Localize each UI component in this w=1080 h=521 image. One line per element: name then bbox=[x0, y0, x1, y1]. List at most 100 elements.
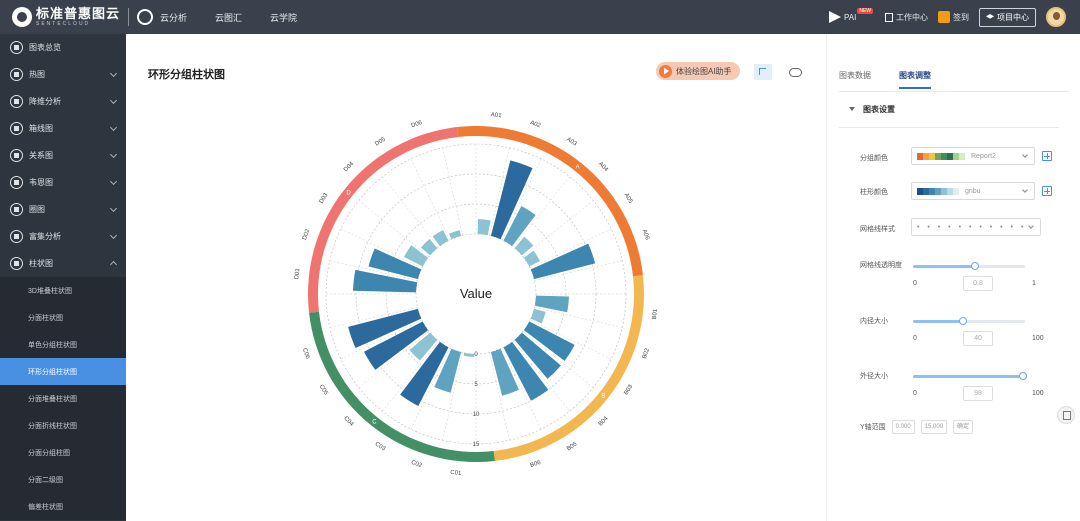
sidebar-item-6[interactable]: 圈图 bbox=[0, 196, 126, 223]
venn-icon bbox=[10, 176, 23, 189]
group-color-swatch-7 bbox=[959, 152, 965, 160]
sidebar-item-7[interactable]: 富集分析 bbox=[0, 223, 126, 250]
angular-gridline bbox=[513, 176, 570, 248]
slider-handle[interactable] bbox=[1018, 372, 1027, 380]
bar-A02 bbox=[490, 160, 533, 240]
bar-B03 bbox=[523, 321, 575, 361]
bar-color-select[interactable]: gnbu bbox=[911, 182, 1035, 200]
bar-B02 bbox=[530, 308, 546, 324]
group-color-swatch-1 bbox=[923, 152, 929, 160]
sidebar-subitem-8[interactable]: 偏差柱状图 bbox=[0, 493, 126, 520]
angular-gridline bbox=[529, 319, 612, 360]
sidebar-item-label: 关系图 bbox=[29, 151, 53, 160]
outer-radius-slider[interactable] bbox=[913, 372, 1027, 380]
slider-handle[interactable] bbox=[959, 317, 968, 325]
y-min-input[interactable]: 0.000 bbox=[891, 420, 915, 434]
heatmap-icon bbox=[10, 68, 23, 81]
angular-gridline bbox=[340, 228, 423, 269]
sidebar: 图表总览 热图降维分析箱线图关系图韦恩图圈图富集分析柱状图 3D堆叠柱状图 分面柱状… bbox=[0, 34, 126, 521]
angular-gridline bbox=[501, 158, 542, 241]
bar-B06 bbox=[490, 348, 519, 396]
sidebar-item-1[interactable]: 热图 bbox=[0, 61, 126, 88]
chevron-down-icon bbox=[109, 231, 118, 240]
chevron-down-icon bbox=[109, 177, 118, 186]
inner-radius-input[interactable]: 40 bbox=[963, 331, 993, 346]
tab-chart-adjust[interactable]: 图表调整 bbox=[899, 70, 931, 89]
chevron-down-icon bbox=[1022, 152, 1028, 158]
grid-alpha-input[interactable]: 0.8 bbox=[963, 276, 993, 291]
chevron-down-icon bbox=[109, 204, 118, 213]
sidebar-subitem-5[interactable]: 分面折线柱状图 bbox=[0, 412, 126, 439]
sidebar-subitem-2[interactable]: 单色分组柱状图 bbox=[0, 331, 126, 358]
category-label-C05: C05 bbox=[318, 384, 329, 397]
category-label-A03: A03 bbox=[565, 137, 578, 148]
nav-cloud-analysis[interactable]: 云分析 bbox=[160, 12, 188, 23]
chevron-down-icon bbox=[1022, 187, 1028, 193]
sign-label: 签到 bbox=[953, 12, 969, 22]
sidebar-item-2[interactable]: 降维分析 bbox=[0, 88, 126, 115]
sidebar-item-8[interactable]: 柱状图 bbox=[0, 250, 126, 277]
workbench-button[interactable]: 工作中心 bbox=[885, 12, 928, 23]
sidebar-subitem-4[interactable]: 分面堆叠柱状图 bbox=[0, 385, 126, 412]
cloud-download-icon[interactable] bbox=[788, 66, 802, 77]
sidebar-subitem-6[interactable]: 分面分组柱图 bbox=[0, 439, 126, 466]
tab-chart-data[interactable]: 图表数据 bbox=[839, 71, 871, 80]
bar-color-swatch-4 bbox=[941, 187, 947, 195]
inner-radius-slider[interactable] bbox=[913, 317, 1025, 325]
angular-gridline bbox=[382, 340, 439, 412]
pai-button[interactable]: PAI NEW bbox=[829, 8, 875, 23]
ai-assistant-label: 体验绘图AI助手 bbox=[676, 66, 732, 76]
sidebar-subitem-1[interactable]: 分面柱状图 bbox=[0, 304, 126, 331]
grid-style-select[interactable]: • • • • • • • • • • • bbox=[911, 218, 1041, 236]
sidebar-item-4[interactable]: 关系图 bbox=[0, 142, 126, 169]
logo-text: 标准普惠图云 bbox=[36, 6, 121, 21]
group-color-select[interactable]: Report2 bbox=[911, 147, 1035, 165]
nav-cloud-gallery[interactable]: 云图汇 bbox=[215, 12, 243, 23]
grid-alpha-slider[interactable] bbox=[913, 262, 1025, 270]
sidebar-item-label: 降维分析 bbox=[29, 97, 61, 106]
edit-icon[interactable] bbox=[1057, 406, 1075, 424]
category-label-C02: C02 bbox=[410, 460, 423, 470]
sign-in-button[interactable]: 签到 bbox=[938, 11, 969, 23]
y-range-confirm-button[interactable]: 确定 bbox=[953, 420, 974, 434]
user-avatar[interactable] bbox=[1046, 7, 1066, 27]
section-chart-settings[interactable]: 图表设置 bbox=[849, 104, 895, 115]
tabs-divider bbox=[839, 91, 1069, 92]
grid-style-value: • • • • • • • • • • • bbox=[917, 223, 1027, 231]
category-label-C03: C03 bbox=[374, 441, 387, 452]
project-center-button[interactable]: 项目中心 bbox=[979, 7, 1036, 27]
page-title: 环形分组柱状图 bbox=[148, 69, 225, 81]
sidebar-item-label: 韦恩图 bbox=[29, 178, 53, 187]
angular-gridline bbox=[522, 331, 594, 388]
nav-cloud-academy[interactable]: 云学院 bbox=[270, 12, 298, 23]
sidebar-subitem-0[interactable]: 3D堆叠柱状图 bbox=[0, 277, 126, 304]
grid-alpha-max: 1 bbox=[1032, 280, 1036, 287]
sidebar-item-3[interactable]: 箱线图 bbox=[0, 115, 126, 142]
group-ring-A bbox=[457, 126, 643, 277]
slider-fill bbox=[913, 320, 964, 323]
outer-radius-input[interactable]: 98 bbox=[963, 386, 993, 401]
group-color-swatch-4 bbox=[941, 152, 947, 160]
sidebar-item-0[interactable]: 图表总览 bbox=[0, 34, 126, 61]
workbench-label: 工作中心 bbox=[896, 12, 928, 22]
grid-style-label: 网格线样式 bbox=[860, 226, 895, 233]
add-bar-color-icon[interactable] bbox=[1042, 186, 1052, 196]
partner-logo-icon bbox=[137, 9, 154, 25]
sidebar-subitem-3[interactable]: 环形分组柱状图 bbox=[0, 358, 126, 385]
group-color-value: Report2 bbox=[971, 152, 996, 160]
category-label-B05: B05 bbox=[566, 441, 579, 452]
ai-assistant-button[interactable]: 体验绘图AI助手 bbox=[656, 62, 740, 80]
bar-A06 bbox=[530, 243, 596, 280]
y-max-input[interactable]: 15.000 bbox=[920, 420, 948, 434]
category-label-A02: A02 bbox=[529, 120, 542, 129]
slider-handle[interactable] bbox=[970, 262, 979, 270]
logo[interactable]: 标准普惠图云 SENTECLOUD bbox=[12, 6, 154, 27]
sidebar-subitem-7[interactable]: 分面二级图 bbox=[0, 466, 126, 493]
angular-gridline bbox=[410, 347, 451, 430]
sidebar-item-label: 富集分析 bbox=[29, 232, 61, 241]
add-group-color-icon[interactable] bbox=[1042, 151, 1052, 161]
bar-D01 bbox=[353, 269, 418, 293]
y-range-label: Y轴范围 bbox=[860, 424, 886, 431]
fullscreen-icon[interactable] bbox=[754, 64, 772, 80]
sidebar-item-5[interactable]: 韦恩图 bbox=[0, 169, 126, 196]
